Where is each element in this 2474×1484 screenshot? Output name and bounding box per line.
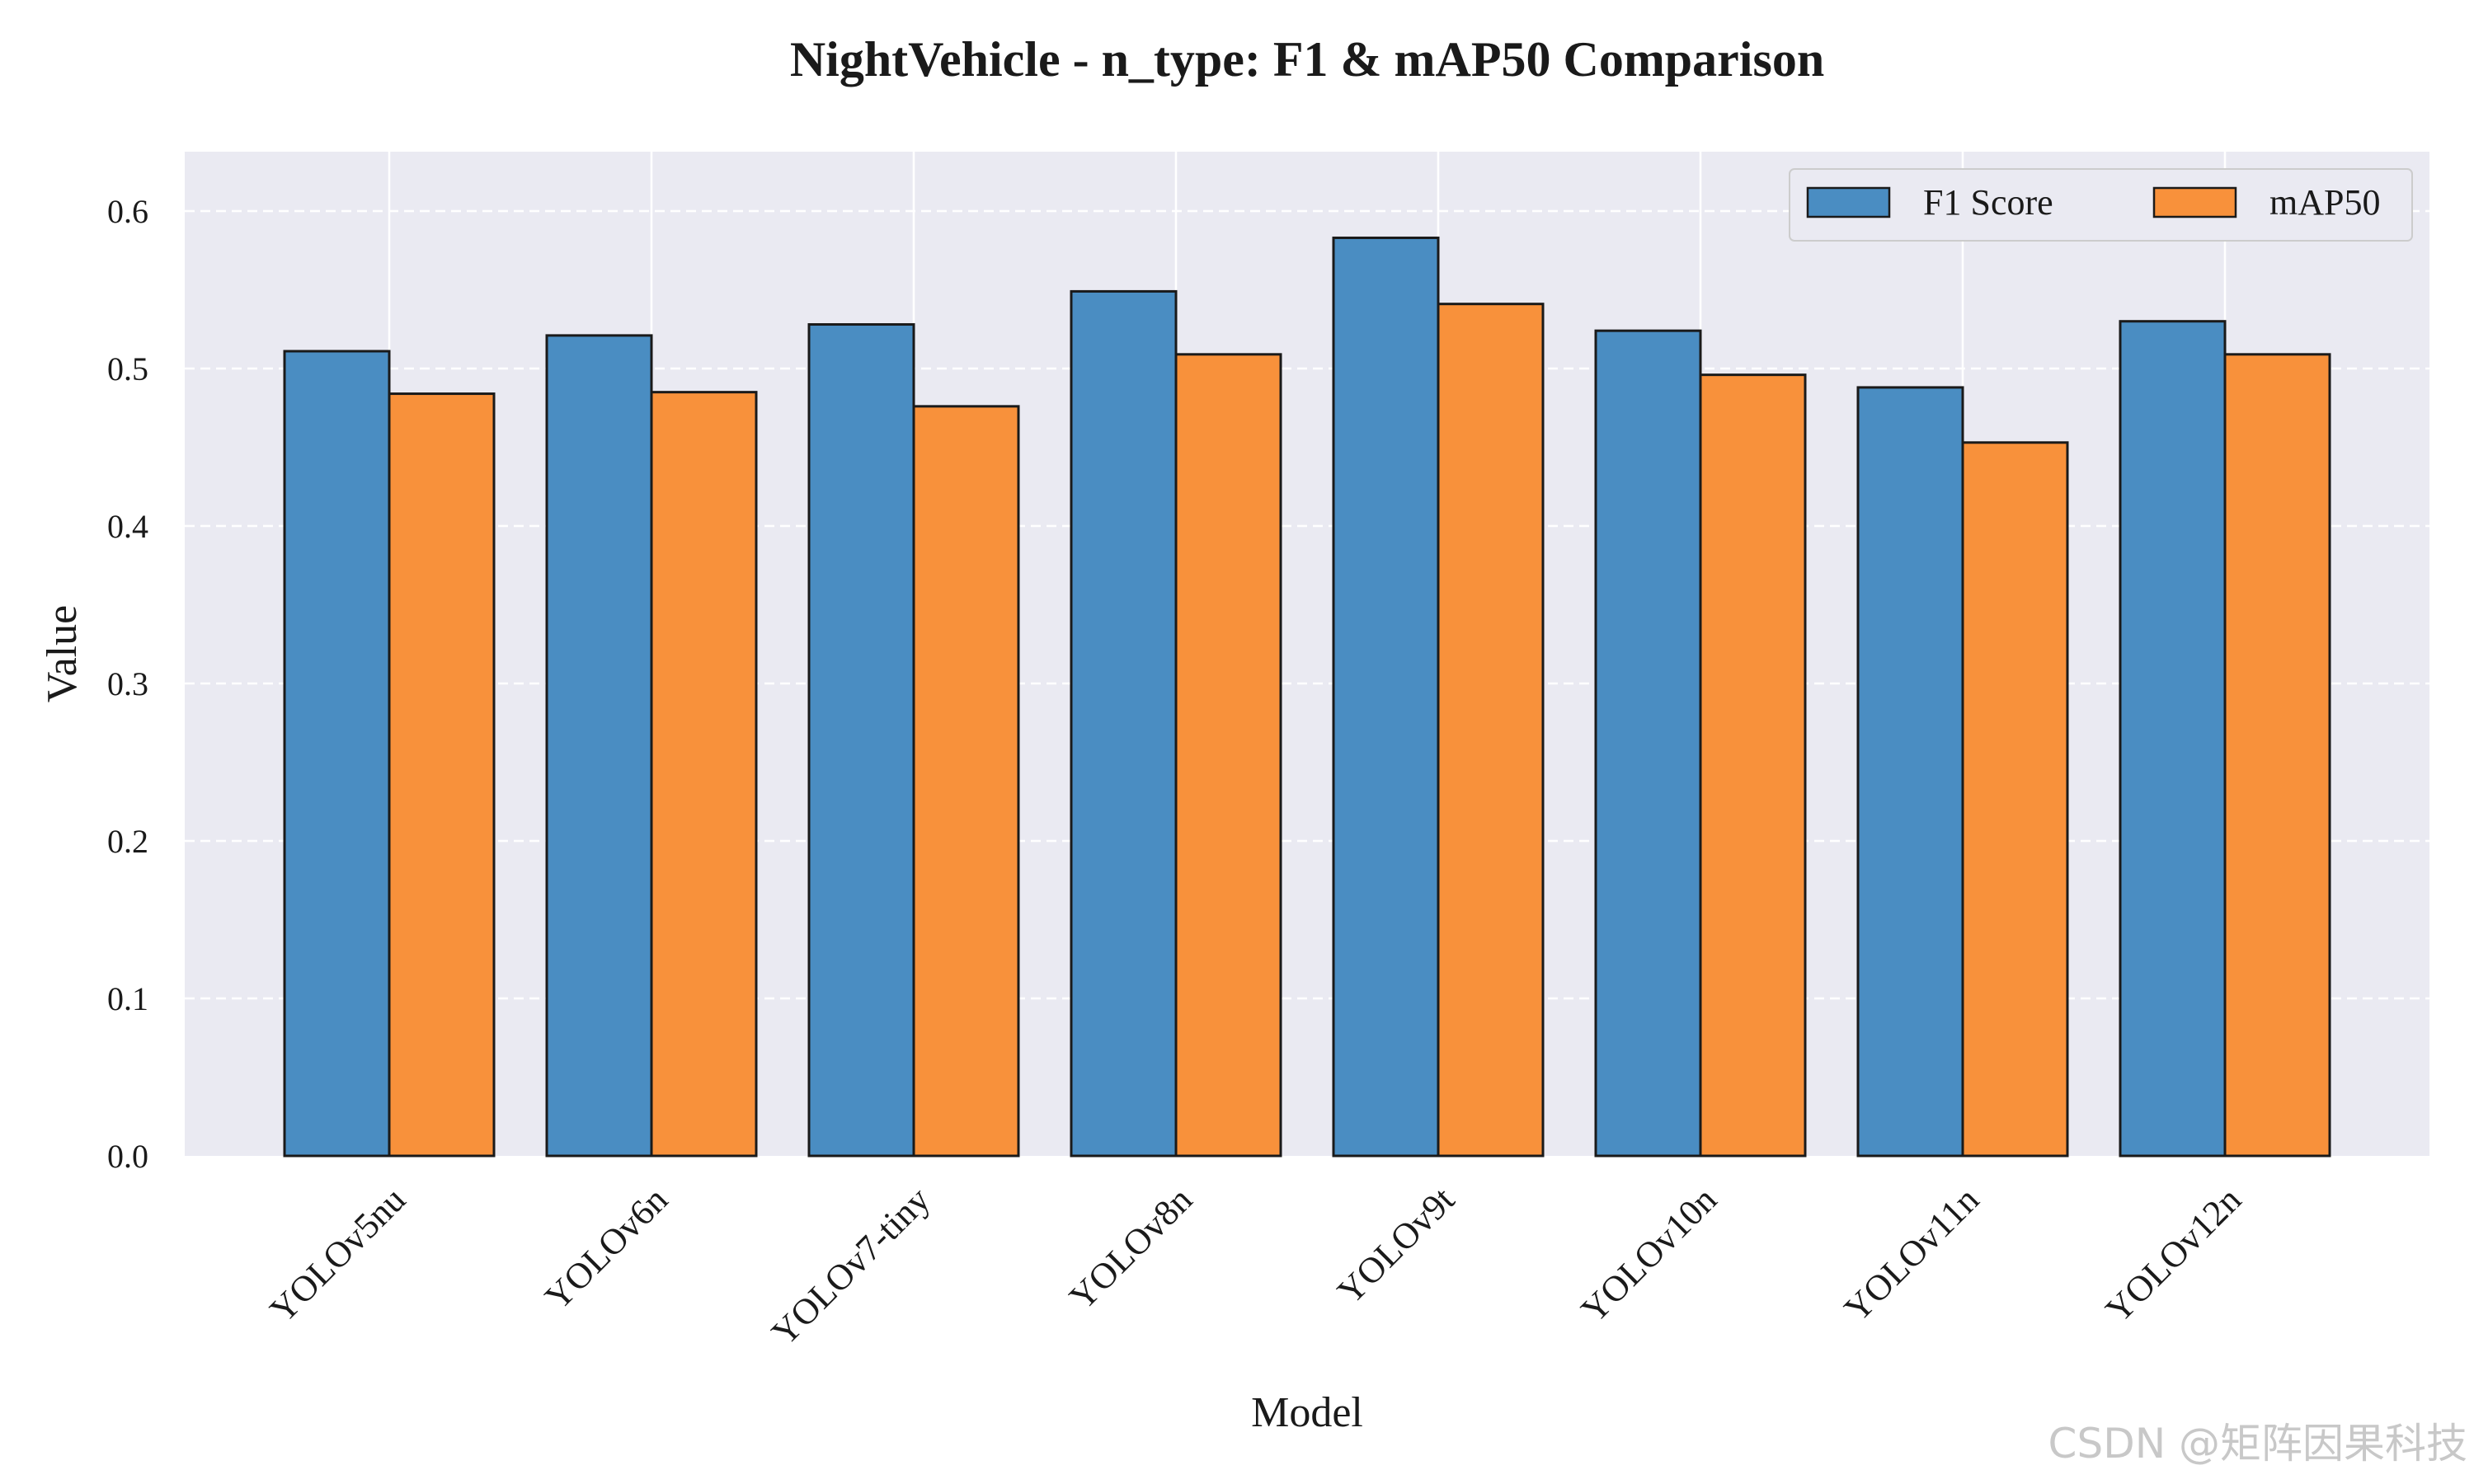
watermark-text: CSDN @矩阵因果科技	[2048, 1420, 2467, 1468]
x-tick-label: YOLOv9t	[1329, 1179, 1462, 1312]
bars-group	[283, 236, 2331, 1158]
y-axis-label: Value	[39, 605, 86, 702]
y-tick-label: 0.2	[107, 823, 148, 860]
x-axis-ticks: YOLOv5nu YOLOv6n YOLOv7-tiny YOLOv8n YOLOv9t…	[262, 1179, 2249, 1353]
legend-frame	[1789, 168, 2413, 242]
x-tick-label: YOLOv7-tiny	[764, 1179, 938, 1353]
y-axis-ticks: 0.0 0.1 0.2 0.3 0.4 0.5 0.6	[107, 193, 148, 1175]
bar-map50-yolov8n	[1174, 353, 1282, 1158]
bar-f1-score-yolov10n	[1594, 329, 1702, 1158]
bar-f1-score-yolov6n	[545, 334, 653, 1158]
y-tick-label: 0.0	[107, 1138, 148, 1175]
y-tick-label: 0.1	[107, 980, 148, 1017]
plot-background	[185, 152, 2429, 1156]
legend-swatch-map50	[2152, 186, 2237, 218]
bar-map50-yolov5nu	[388, 392, 496, 1158]
legend-swatch-f1-score	[1806, 186, 1891, 218]
bar-f1-score-yolov12n	[2119, 320, 2227, 1158]
x-tick-label: YOLOv8n	[1061, 1179, 1200, 1317]
bar-map50-yolov12n	[2223, 353, 2331, 1158]
x-tick-label: YOLOv11n	[1837, 1179, 1987, 1329]
y-tick-label: 0.6	[107, 193, 148, 230]
legend-label-f1-score: F1 Score	[1923, 182, 2053, 223]
plot-area	[185, 152, 2429, 1158]
x-tick-label: YOLOv5nu	[262, 1179, 413, 1330]
legend-label-map50: mAP50	[2269, 182, 2380, 223]
bar-map50-yolov6n	[650, 391, 758, 1158]
bar-f1-score-yolov5nu	[283, 350, 391, 1158]
bar-f1-score-yolov11n	[1856, 386, 1964, 1158]
bar-map50-yolov9t	[1437, 303, 1545, 1158]
bar-map50-yolov11n	[1961, 441, 2069, 1158]
bar-map50-yolov7-tiny	[912, 405, 1020, 1158]
y-tick-label: 0.4	[107, 508, 148, 545]
x-tick-label: YOLOv6n	[537, 1179, 675, 1317]
y-tick-label: 0.5	[107, 350, 148, 387]
chart-title: NightVehicle - n_type: F1 & mAP50 Compar…	[790, 32, 1824, 87]
bar-f1-score-yolov9t	[1332, 236, 1440, 1158]
x-tick-label: YOLOv12n	[2098, 1179, 2249, 1330]
y-tick-label: 0.3	[107, 665, 148, 702]
x-axis-label: Model	[1251, 1389, 1363, 1436]
bar-f1-score-yolov7-tiny	[807, 323, 915, 1158]
legend: F1 Score mAP50	[1789, 168, 2413, 242]
bar-f1-score-yolov8n	[1070, 289, 1178, 1158]
x-tick-label: YOLOv10n	[1573, 1179, 1724, 1330]
bar-map50-yolov10n	[1699, 373, 1807, 1158]
